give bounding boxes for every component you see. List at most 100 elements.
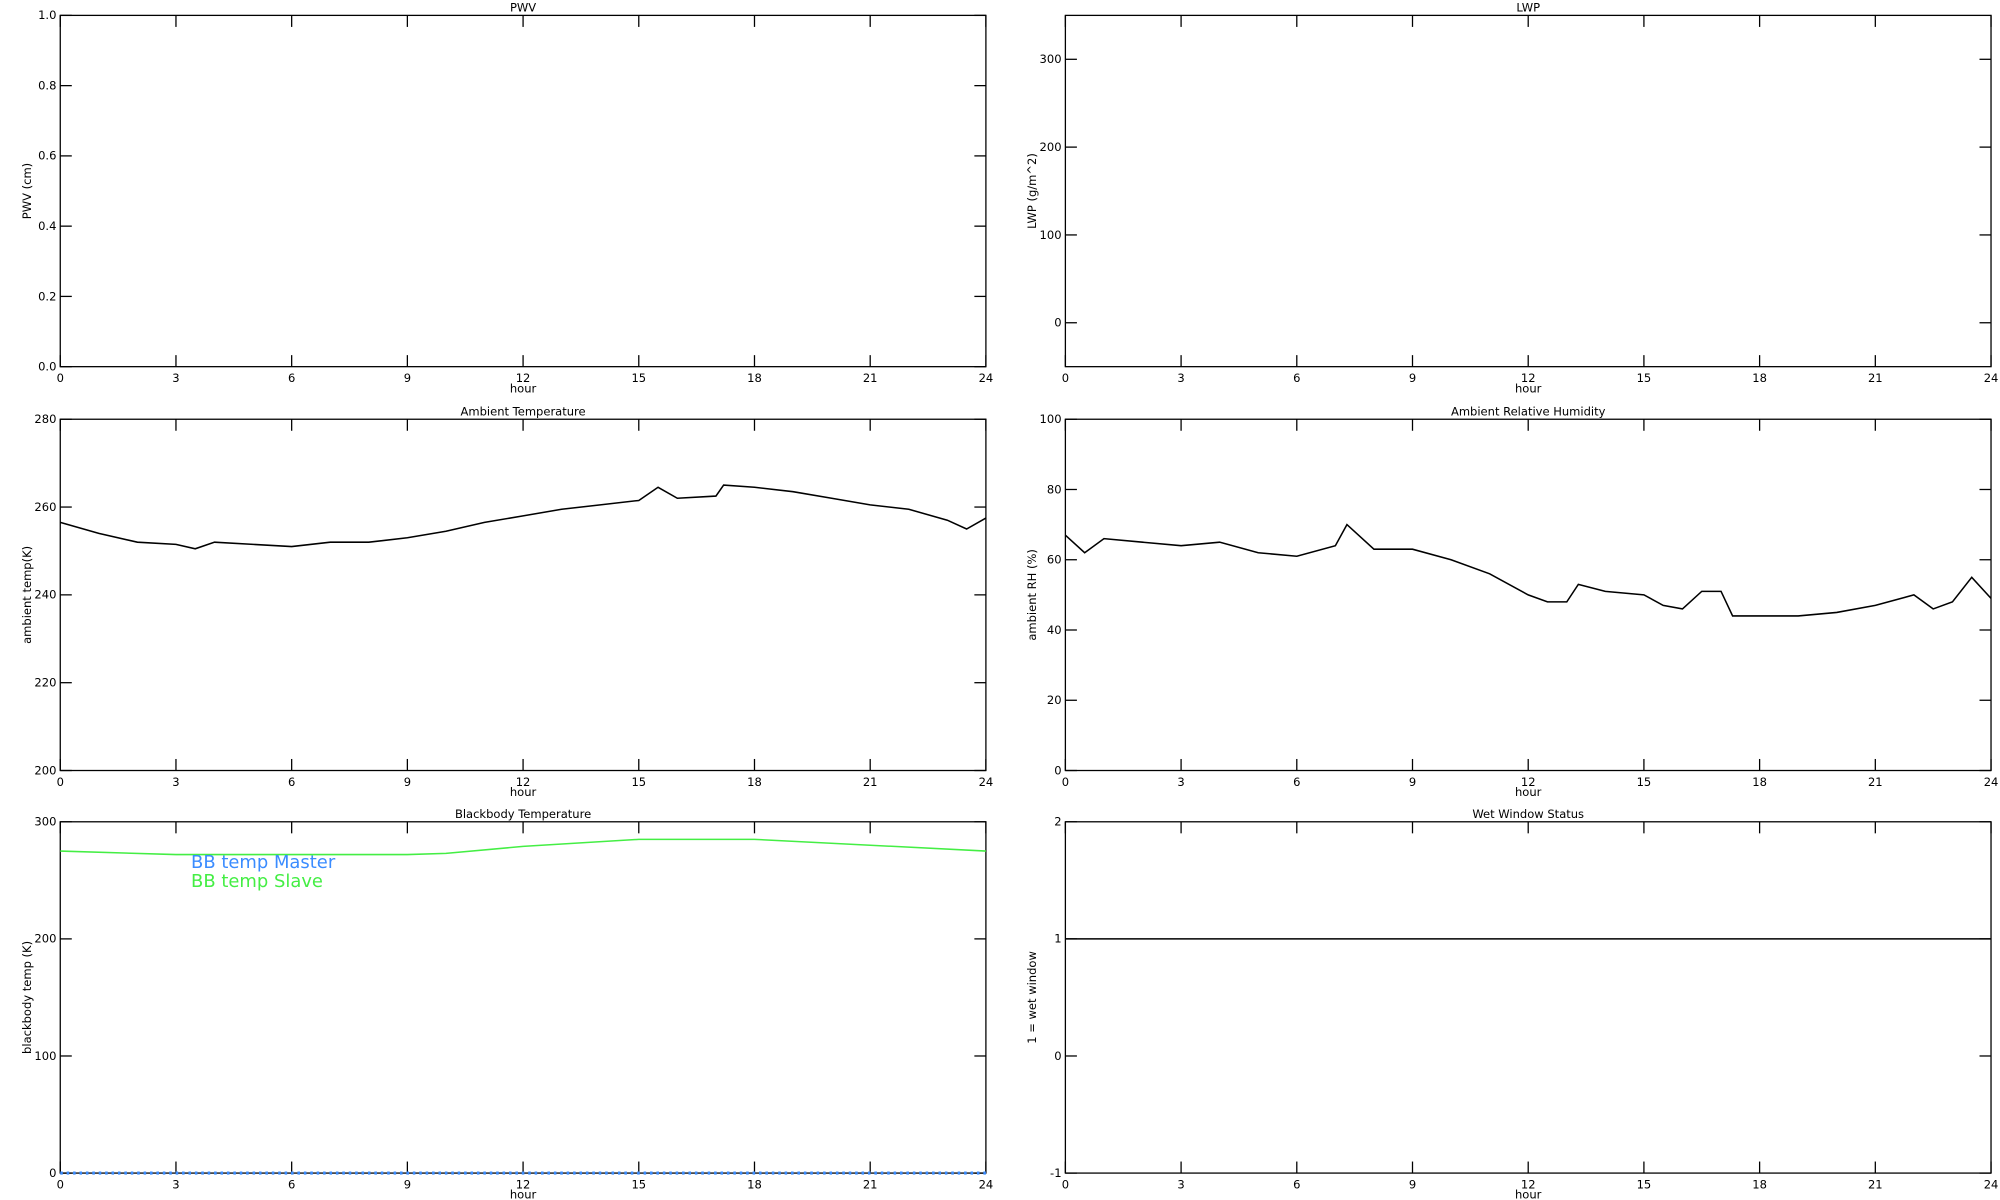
x-tick-label: 9 — [404, 371, 411, 385]
y-axis-label: ambient temp(K) — [20, 546, 34, 644]
legend-entry: BB temp Master — [191, 852, 336, 873]
y-tick-label: 80 — [1047, 482, 1062, 496]
x-axis-label: hour — [510, 1188, 537, 1200]
plot-frame — [59, 418, 987, 772]
x-tick-label: 18 — [747, 1177, 762, 1191]
y-tick-label: 300 — [34, 815, 56, 829]
x-tick-label: 0 — [57, 371, 64, 385]
x-tick-label: 6 — [288, 775, 295, 789]
y-tick-label: 20 — [1047, 693, 1062, 707]
x-tick-label: 9 — [404, 775, 411, 789]
y-tick-label: 1 — [1054, 932, 1061, 946]
x-tick-label: 3 — [1177, 371, 1184, 385]
x-tick-label: 6 — [288, 1177, 295, 1191]
x-axis-label: hour — [1515, 1188, 1542, 1200]
y-tick-label: 100 — [34, 1049, 56, 1063]
y-axis-label: LWP (g/m^2) — [1025, 153, 1039, 229]
data-line — [1064, 523, 1992, 617]
y-tick-label: 0 — [49, 1166, 56, 1180]
x-tick-label: 24 — [979, 775, 994, 789]
x-tick-label: 21 — [863, 371, 878, 385]
x-tick-label: 24 — [979, 1177, 994, 1191]
chart-title: Ambient Temperature — [461, 404, 586, 418]
x-tick-label: 24 — [979, 371, 994, 385]
x-tick-label: 12 — [516, 371, 531, 385]
y-tick-label: 0 — [1054, 316, 1061, 330]
x-tick-label: 12 — [516, 1177, 531, 1191]
x-tick-label: 9 — [404, 1177, 411, 1191]
plot-frame — [1064, 14, 1992, 368]
x-tick-label: 12 — [516, 775, 531, 789]
x-tick-label: 12 — [1521, 1177, 1536, 1191]
y-tick-label: 0.2 — [38, 289, 56, 303]
chart-title: Wet Window Status — [1472, 807, 1584, 821]
x-axis-label: hour — [1515, 785, 1542, 799]
y-tick-label: 280 — [34, 412, 56, 426]
x-tick-label: 15 — [1637, 371, 1652, 385]
y-tick-label: 200 — [1040, 140, 1062, 154]
chart-title: PWV — [510, 1, 536, 15]
y-tick-label: 260 — [34, 500, 56, 514]
x-tick-label: 21 — [863, 775, 878, 789]
x-tick-label: 24 — [1984, 371, 1999, 385]
y-tick-label: 2 — [1054, 815, 1061, 829]
chart-title: LWP — [1516, 1, 1540, 15]
y-tick-label: -1 — [1050, 1166, 1061, 1180]
x-tick-label: 15 — [631, 371, 646, 385]
x-tick-label: 15 — [1637, 775, 1652, 789]
x-tick-label: 9 — [1409, 1177, 1416, 1191]
y-tick-label: 40 — [1047, 623, 1062, 637]
x-tick-label: 3 — [172, 1177, 179, 1191]
y-tick-label: 60 — [1047, 553, 1062, 567]
y-axis-label: blackbody temp (K) — [20, 941, 34, 1054]
x-tick-label: 21 — [863, 1177, 878, 1191]
data-line — [60, 484, 987, 550]
x-tick-label: 3 — [1177, 775, 1184, 789]
x-tick-label: 6 — [1293, 371, 1300, 385]
x-tick-label: 21 — [1868, 371, 1883, 385]
x-axis-label: hour — [510, 381, 537, 395]
x-tick-label: 21 — [1868, 1177, 1883, 1191]
x-tick-label: 0 — [57, 775, 64, 789]
chart-title: Ambient Relative Humidity — [1451, 404, 1606, 418]
y-axis-label: PWV (cm) — [20, 163, 34, 219]
y-tick-label: 0 — [1054, 763, 1061, 777]
y-tick-label: 0.6 — [38, 149, 56, 163]
x-tick-label: 15 — [1637, 1177, 1652, 1191]
x-tick-label: 18 — [747, 371, 762, 385]
x-axis-label: hour — [510, 785, 537, 799]
x-tick-label: 24 — [1984, 775, 1999, 789]
y-tick-label: 100 — [1040, 228, 1062, 242]
x-tick-label: 6 — [1293, 1177, 1300, 1191]
x-tick-label: 3 — [172, 371, 179, 385]
x-tick-label: 18 — [1752, 1177, 1767, 1191]
x-tick-label: 9 — [1409, 371, 1416, 385]
x-axis-label: hour — [1515, 381, 1542, 395]
chart-title: Blackbody Temperature — [455, 807, 591, 821]
x-tick-label: 0 — [1062, 1177, 1069, 1191]
y-tick-label: 0 — [1054, 1049, 1061, 1063]
x-tick-label: 15 — [631, 775, 646, 789]
plot-frame — [1064, 821, 1992, 1174]
y-axis-label: 1 = wet window — [1025, 951, 1039, 1044]
y-tick-label: 200 — [34, 932, 56, 946]
x-tick-label: 24 — [1984, 1177, 1999, 1191]
y-tick-label: 0.4 — [38, 219, 56, 233]
x-tick-label: 3 — [1177, 1177, 1184, 1191]
x-tick-label: 0 — [57, 1177, 64, 1191]
x-tick-label: 15 — [631, 1177, 646, 1191]
y-tick-label: 100 — [1040, 412, 1062, 426]
plot-frame — [59, 14, 987, 368]
data-line — [60, 838, 986, 856]
y-tick-label: 0.8 — [38, 78, 56, 92]
y-tick-label: 300 — [1040, 52, 1062, 66]
y-tick-label: 0.0 — [38, 360, 56, 374]
x-tick-label: 3 — [172, 775, 179, 789]
x-tick-label: 18 — [747, 775, 762, 789]
y-tick-label: 1.0 — [38, 8, 56, 22]
x-tick-label: 0 — [1062, 775, 1069, 789]
x-tick-label: 18 — [1752, 371, 1767, 385]
x-tick-label: 12 — [1521, 371, 1536, 385]
x-tick-label: 12 — [1521, 775, 1536, 789]
